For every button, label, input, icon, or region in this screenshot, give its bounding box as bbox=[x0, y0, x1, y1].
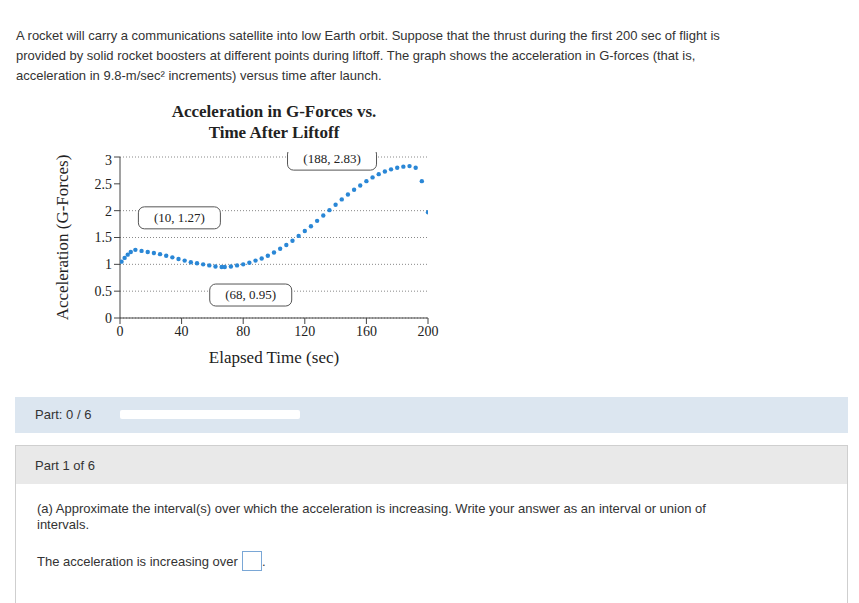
svg-text:1.5: 1.5 bbox=[95, 230, 113, 245]
html-text:Part: 0 / 6: Part: 0 / 6 bbox=[35, 407, 92, 422]
html-text:Acceleration in G-Forces vs.: Acceleration in G-Forces vs. bbox=[171, 102, 377, 121]
svg-text:(10, 1.27): (10, 1.27) bbox=[154, 210, 205, 225]
html-text:provided by solid rocket boost: provided by solid rocket boosters at dif… bbox=[16, 48, 696, 63]
svg-text:Acceleration (G-Forces): Acceleration (G-Forces) bbox=[53, 155, 72, 321]
html-text:acceleration in 9.8-m/sec² inc: acceleration in 9.8-m/sec² increments) v… bbox=[16, 68, 382, 83]
svg-text:(68, 0.95): (68, 0.95) bbox=[225, 287, 276, 302]
svg-text:40: 40 bbox=[175, 324, 189, 339]
html-text:intervals.: intervals. bbox=[37, 517, 89, 532]
svg-text:160: 160 bbox=[356, 324, 377, 339]
svg-text:0: 0 bbox=[105, 311, 112, 326]
html-text:The acceleration is increasing: The acceleration is increasing over bbox=[37, 553, 238, 569]
svg-text:0: 0 bbox=[117, 324, 124, 339]
svg-text:80: 80 bbox=[236, 324, 250, 339]
svg-text:Elapsed Time (sec): Elapsed Time (sec) bbox=[209, 348, 339, 367]
svg-text:1: 1 bbox=[105, 257, 112, 272]
html-text:(a) Approximate the interval(s: (a) Approximate the interval(s) over whi… bbox=[37, 501, 706, 516]
svg-text:3: 3 bbox=[105, 153, 112, 168]
svg-text:2.5: 2.5 bbox=[95, 177, 113, 192]
svg-text:(188, 2.83): (188, 2.83) bbox=[303, 152, 360, 166]
html-text:A rocket will carry a communic: A rocket will carry a communications sat… bbox=[16, 28, 720, 43]
svg-text:200: 200 bbox=[418, 324, 439, 339]
svg-text:120: 120 bbox=[294, 324, 315, 339]
html-text:Part 1 of 6: Part 1 of 6 bbox=[35, 458, 95, 473]
html-text:Time After Liftoff: Time After Liftoff bbox=[208, 123, 340, 142]
svg-text:0.5: 0.5 bbox=[95, 284, 113, 299]
svg-text:2: 2 bbox=[105, 204, 112, 219]
